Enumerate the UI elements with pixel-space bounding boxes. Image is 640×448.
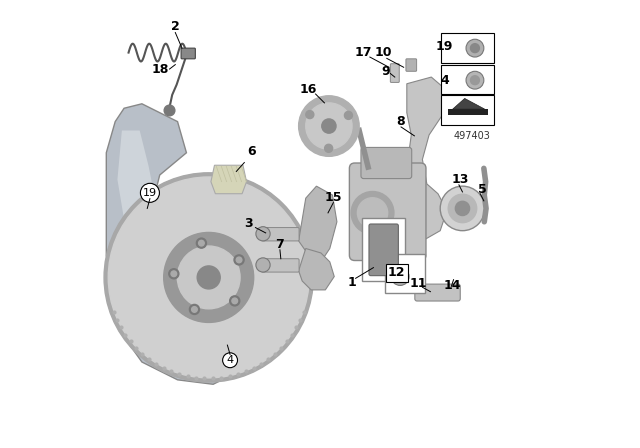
Circle shape: [164, 105, 175, 116]
Text: 19: 19: [143, 188, 157, 198]
Text: 14: 14: [444, 279, 461, 292]
Circle shape: [448, 194, 477, 223]
Circle shape: [324, 144, 333, 152]
Circle shape: [230, 296, 240, 306]
Circle shape: [351, 191, 394, 234]
Bar: [441, 65, 493, 94]
Bar: [441, 95, 493, 125]
Bar: [441, 33, 493, 63]
Circle shape: [232, 298, 237, 304]
Circle shape: [466, 39, 484, 57]
FancyBboxPatch shape: [262, 228, 299, 241]
Text: 10: 10: [374, 46, 392, 59]
Circle shape: [171, 271, 177, 276]
Polygon shape: [397, 77, 447, 240]
Text: 8: 8: [397, 115, 405, 128]
Text: 1: 1: [348, 276, 356, 289]
Text: 7: 7: [276, 237, 284, 250]
FancyBboxPatch shape: [406, 59, 417, 71]
Circle shape: [236, 257, 242, 263]
FancyBboxPatch shape: [385, 254, 424, 293]
Text: 15: 15: [324, 191, 342, 204]
Text: 497403: 497403: [454, 130, 491, 141]
Text: 18: 18: [152, 63, 170, 76]
Circle shape: [470, 44, 479, 52]
Circle shape: [322, 119, 336, 133]
FancyBboxPatch shape: [349, 163, 426, 260]
Text: 4: 4: [440, 73, 449, 87]
Circle shape: [169, 269, 179, 279]
Circle shape: [306, 111, 314, 119]
Text: 17: 17: [355, 46, 372, 59]
Circle shape: [344, 112, 353, 119]
Circle shape: [191, 306, 197, 312]
Polygon shape: [299, 249, 334, 290]
Text: 5: 5: [478, 183, 487, 196]
Text: 13: 13: [452, 173, 469, 186]
Circle shape: [234, 255, 244, 265]
Circle shape: [396, 272, 404, 281]
Polygon shape: [299, 186, 337, 262]
FancyBboxPatch shape: [181, 48, 195, 59]
Circle shape: [164, 233, 253, 323]
Circle shape: [177, 246, 240, 309]
Polygon shape: [448, 109, 488, 116]
Circle shape: [470, 76, 479, 85]
FancyBboxPatch shape: [361, 147, 412, 179]
Polygon shape: [452, 99, 484, 109]
FancyBboxPatch shape: [362, 218, 406, 281]
FancyBboxPatch shape: [390, 64, 399, 82]
Circle shape: [197, 266, 220, 289]
Circle shape: [440, 186, 484, 231]
Text: 11: 11: [409, 277, 427, 290]
Circle shape: [104, 173, 314, 382]
Circle shape: [256, 227, 270, 241]
Text: 9: 9: [381, 65, 390, 78]
Circle shape: [196, 238, 207, 248]
Polygon shape: [211, 165, 246, 194]
Circle shape: [299, 96, 359, 156]
FancyBboxPatch shape: [262, 259, 299, 272]
Text: 16: 16: [300, 83, 317, 96]
Text: 2: 2: [171, 20, 180, 33]
Text: 4: 4: [227, 355, 234, 365]
FancyBboxPatch shape: [369, 224, 398, 276]
Text: 3: 3: [244, 217, 253, 230]
FancyBboxPatch shape: [415, 284, 460, 301]
Circle shape: [357, 198, 388, 228]
Circle shape: [391, 267, 409, 285]
Text: 6: 6: [247, 145, 256, 159]
Text: 12: 12: [388, 267, 405, 280]
Circle shape: [198, 240, 204, 246]
Text: 19: 19: [436, 40, 453, 53]
Circle shape: [466, 71, 484, 89]
Circle shape: [455, 201, 470, 215]
Polygon shape: [117, 130, 157, 255]
Polygon shape: [106, 104, 249, 384]
Circle shape: [306, 103, 352, 149]
Circle shape: [108, 177, 309, 378]
Circle shape: [256, 258, 270, 272]
Circle shape: [189, 305, 200, 314]
